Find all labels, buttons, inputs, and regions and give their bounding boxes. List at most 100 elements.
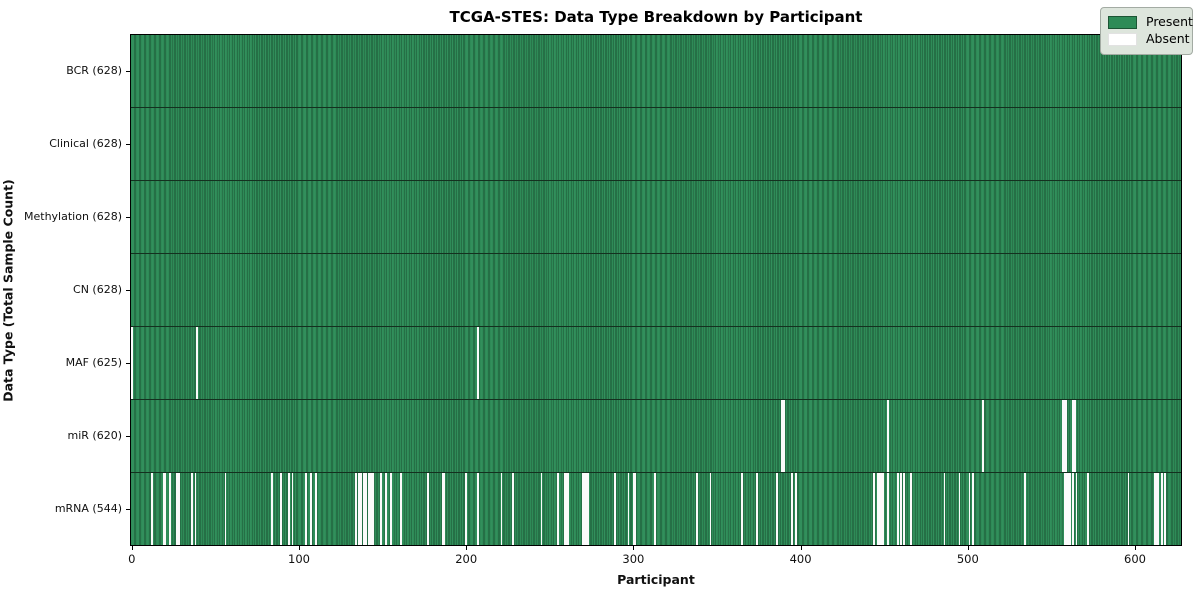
absent-stripe — [627, 473, 630, 545]
x-tick — [967, 546, 969, 550]
absent-stripe — [385, 473, 387, 545]
row-bcr — [131, 35, 1181, 108]
x-tick-label: 100 — [288, 552, 310, 566]
absent-stripe — [1087, 473, 1090, 545]
x-tick-label: 200 — [455, 552, 478, 566]
y-tick — [126, 362, 130, 364]
absent-swatch-icon — [1108, 33, 1137, 46]
absent-stripe — [177, 473, 180, 545]
absent-stripe — [390, 473, 392, 545]
x-tick-label: 0 — [128, 552, 136, 566]
absent-stripe — [564, 473, 566, 545]
absent-stripe — [500, 473, 503, 545]
absent-stripe — [982, 400, 984, 472]
x-tick-label: 600 — [1124, 552, 1146, 566]
absent-stripe — [972, 473, 974, 545]
x-tick — [466, 546, 468, 550]
absent-stripe — [380, 473, 382, 545]
absent-stripe — [741, 473, 744, 545]
absent-stripe — [1062, 400, 1065, 472]
absent-stripe — [756, 473, 759, 545]
absent-stripe — [360, 473, 362, 545]
legend: Present Absent — [1100, 7, 1193, 55]
absent-stripe — [1067, 473, 1070, 545]
legend-present-label: Present — [1146, 14, 1193, 30]
absent-stripe — [169, 473, 172, 545]
y-tick-label: Clinical (628) — [49, 137, 122, 151]
absent-stripe — [776, 473, 779, 545]
absent-stripe — [1164, 473, 1167, 545]
absent-stripe — [1065, 473, 1068, 545]
x-tick — [1135, 546, 1136, 550]
x-tick-label: 400 — [789, 552, 812, 566]
absent-stripe — [1157, 473, 1160, 545]
x-tick — [299, 546, 300, 550]
y-tick-label: BCR (628) — [66, 64, 122, 78]
absent-stripe — [783, 400, 785, 472]
absent-stripe — [565, 473, 568, 545]
absent-stripe — [151, 473, 153, 545]
y-tick — [126, 71, 130, 73]
absent-stripe — [791, 473, 794, 545]
absent-stripe — [876, 473, 879, 545]
row-mrna — [131, 473, 1181, 545]
absent-stripe — [279, 473, 282, 545]
absent-stripe — [903, 473, 906, 545]
absent-stripe — [1072, 473, 1075, 545]
legend-entry-absent: Absent — [1108, 31, 1190, 48]
absent-stripe — [291, 473, 294, 545]
absent-stripe — [900, 473, 902, 545]
absent-stripe — [365, 473, 367, 545]
y-tick — [126, 217, 130, 219]
absent-stripe — [585, 473, 588, 545]
absent-stripe — [878, 473, 881, 545]
absent-stripe — [1127, 473, 1130, 545]
absent-stripe — [309, 473, 312, 545]
absent-stripe — [696, 473, 698, 545]
absent-stripe — [896, 473, 899, 545]
absent-stripe — [880, 473, 882, 545]
absent-stripe — [1073, 400, 1076, 472]
absent-stripe — [371, 473, 374, 545]
row-clinical — [131, 108, 1181, 181]
y-tick — [126, 290, 130, 291]
x-tick-label: 300 — [622, 552, 645, 566]
x-tick-label: 500 — [956, 552, 979, 566]
absent-stripe — [587, 473, 590, 545]
absent-stripe — [400, 473, 402, 545]
row-methylation — [131, 181, 1181, 254]
absent-stripe — [363, 473, 366, 545]
y-tick-label: miR (620) — [67, 428, 123, 442]
absent-stripe — [271, 473, 274, 545]
x-tick — [131, 546, 133, 550]
plot-area — [130, 34, 1182, 546]
y-tick — [126, 144, 130, 146]
absent-stripe — [614, 473, 616, 545]
absent-stripe — [540, 473, 543, 545]
absent-stripe — [477, 327, 479, 399]
absent-stripe — [1075, 473, 1078, 545]
chart-title: TCGA-STES: Data Type Breakdown by Partic… — [449, 8, 863, 26]
y-tick-label: CN (628) — [73, 283, 122, 296]
absent-stripe — [224, 473, 227, 545]
x-axis-label: Participant — [617, 572, 695, 587]
absent-stripe — [1160, 473, 1163, 545]
absent-stripe — [314, 473, 317, 545]
absent-stripe — [968, 473, 971, 545]
y-tick — [126, 435, 130, 437]
present-swatch-icon — [1108, 16, 1137, 29]
absent-stripe — [881, 473, 884, 545]
absent-stripe — [194, 473, 197, 545]
absent-stripe — [368, 473, 371, 545]
absent-stripe — [465, 473, 468, 545]
y-tick-label: MAF (625) — [65, 355, 122, 369]
y-tick-label: Methylation (628) — [24, 210, 122, 224]
absent-stripe — [582, 473, 585, 545]
absent-stripe — [1065, 400, 1068, 472]
absent-stripe — [1063, 400, 1066, 472]
absent-stripe — [164, 473, 167, 545]
y-tick-label: mRNA (544) — [54, 501, 122, 515]
row-cn — [131, 254, 1181, 327]
absent-stripe — [131, 327, 133, 399]
